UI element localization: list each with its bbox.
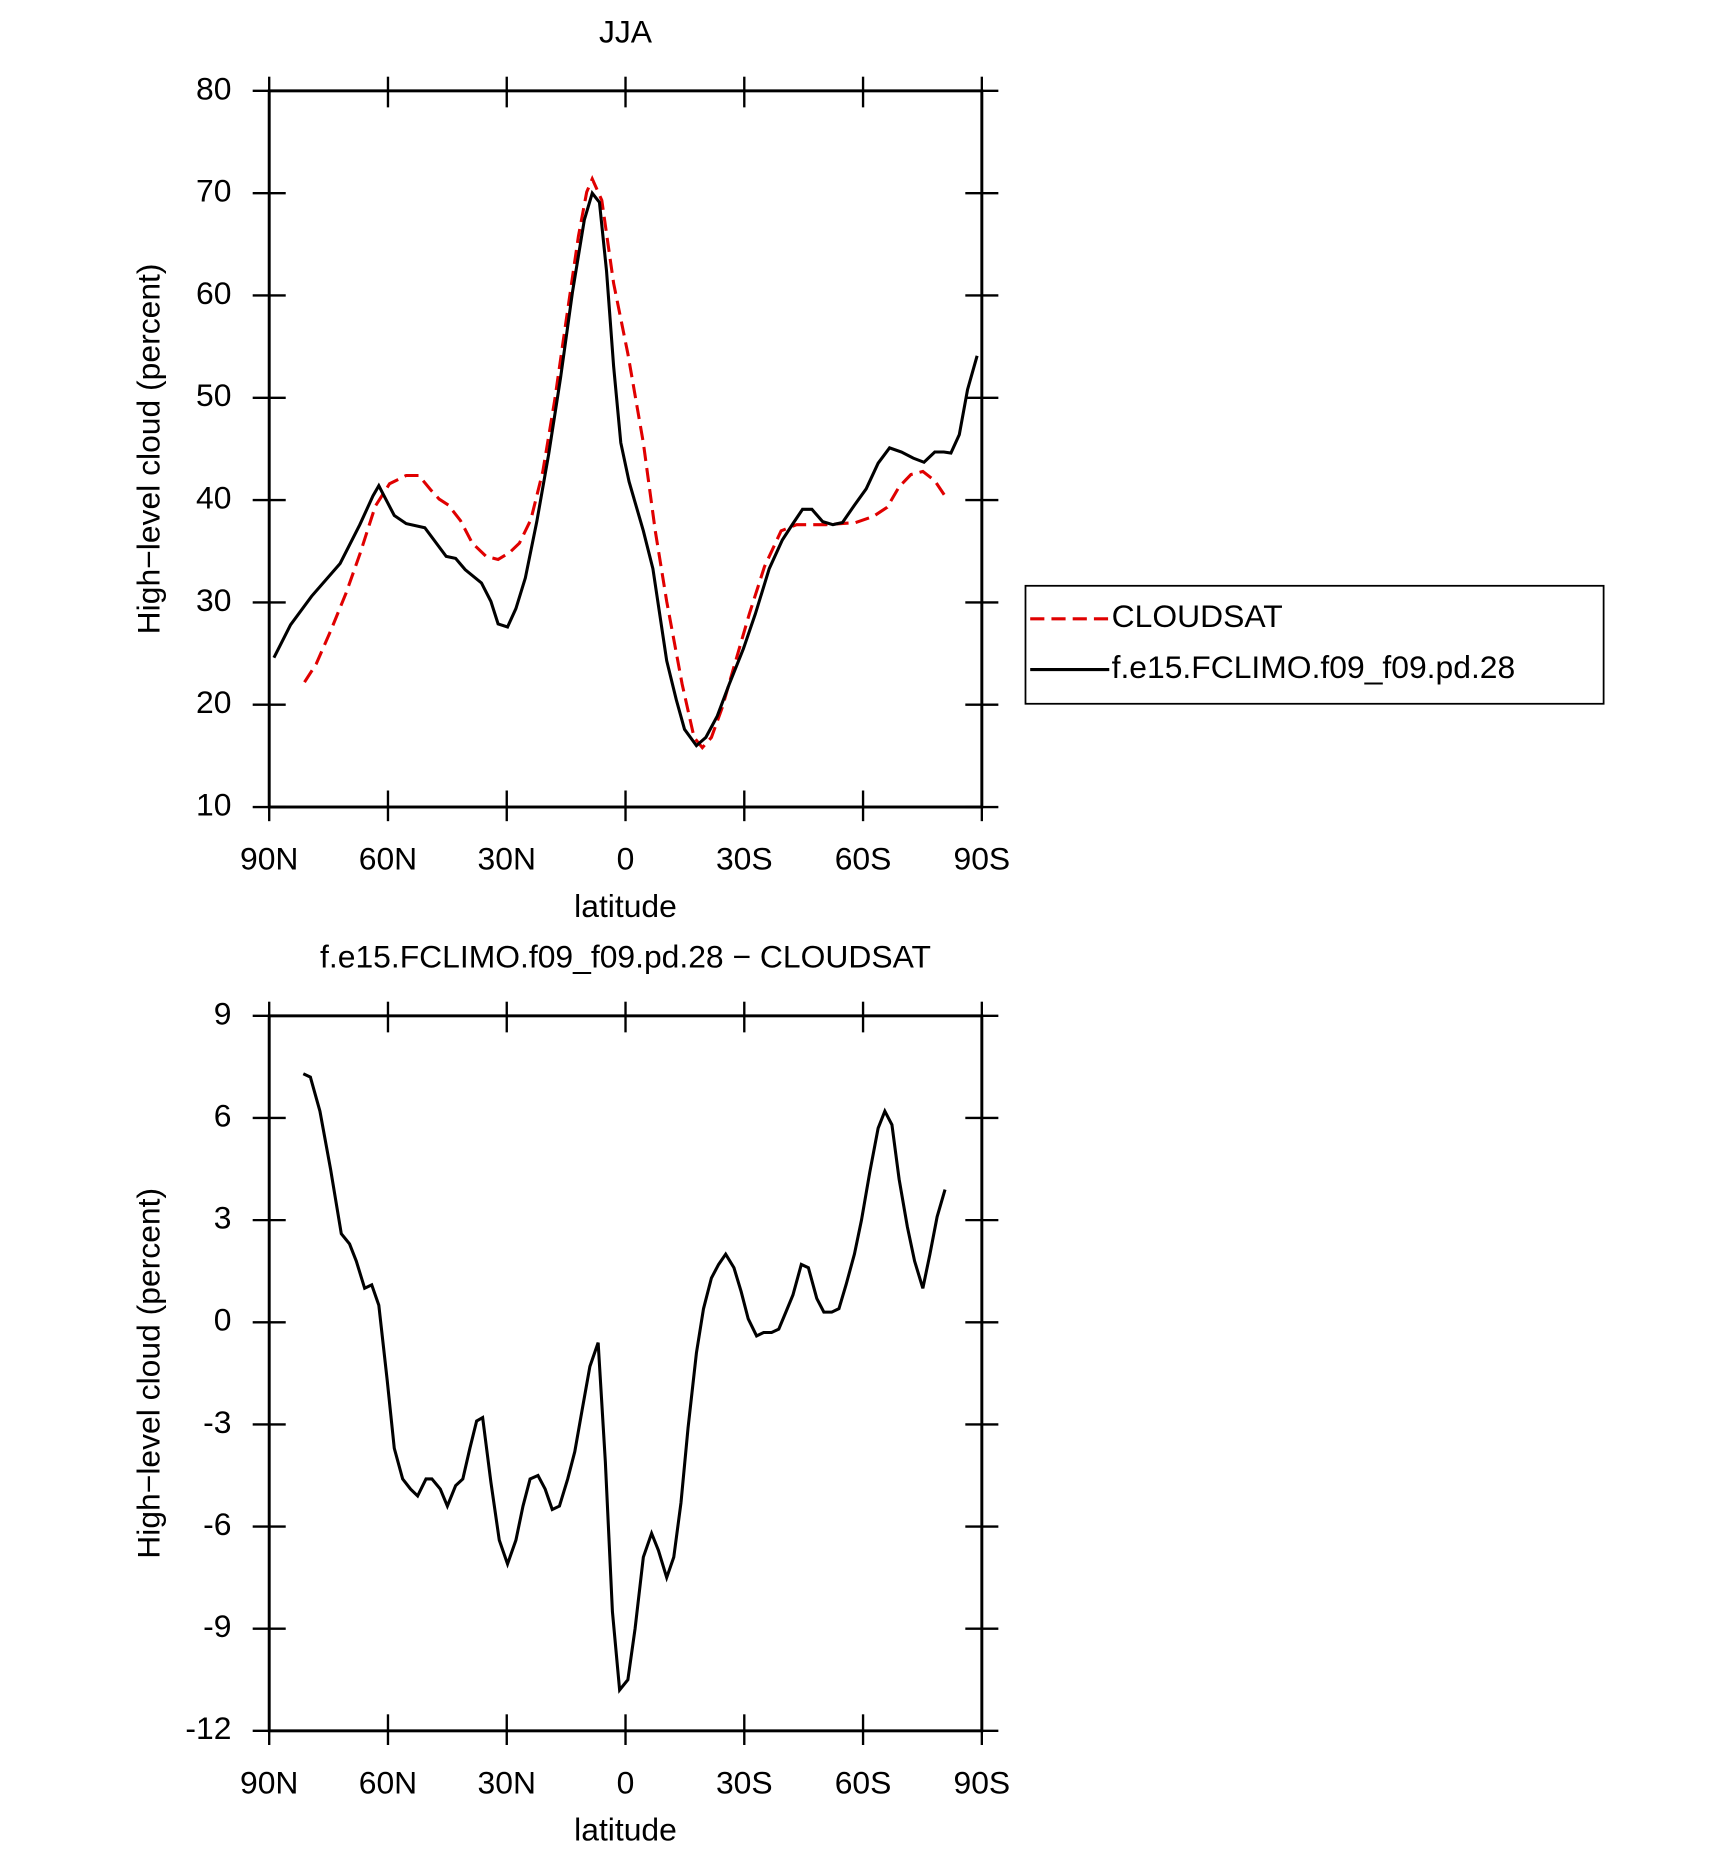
y-tick-label: 70 [196,173,231,209]
x-tick-label: 60S [835,841,892,877]
x-tick-label: 30S [716,1765,773,1801]
x-tick-label: 60S [835,1765,892,1801]
x-tick-label: 30S [716,841,773,877]
x-tick-label: 0 [617,841,635,877]
y-tick-label: -3 [203,1404,231,1440]
data-line [272,189,979,748]
x-tick-label: 60N [359,841,417,877]
data-line [302,1072,947,1694]
y-tick-label: 9 [214,995,232,1031]
y-tick-label: 60 [196,275,231,311]
y-tick-label: 6 [214,1097,232,1133]
x-tick-label: 0 [617,1765,635,1801]
y-tick-label: 40 [196,479,231,515]
x-axis-label: latitude [574,1812,677,1848]
x-tick-label: 60N [359,1765,417,1801]
x-tick-label: 90S [953,1765,1010,1801]
y-tick-label: 20 [196,684,231,720]
x-tick-label: 90N [240,1765,298,1801]
y-tick-label: -6 [203,1506,231,1542]
x-tick-label: 30N [478,1765,536,1801]
plot-frame [267,1014,984,1733]
y-tick-label: -9 [203,1608,231,1644]
y-tick-label: 3 [214,1200,232,1236]
legend-label: CLOUDSAT [1112,598,1283,634]
data-line [303,174,947,751]
chart-title: f.e15.FCLIMO.f09_f09.pd.28 − CLOUDSAT [320,939,931,975]
y-tick-label: 30 [196,582,231,618]
y-tick-label: 10 [196,786,231,822]
plot-frame [267,89,984,809]
x-tick-label: 30N [478,841,536,877]
x-tick-label: 90S [953,841,1010,877]
x-axis-label: latitude [574,888,677,924]
y-tick-label: 50 [196,377,231,413]
y-tick-label: -12 [185,1710,231,1746]
x-tick-label: 90N [240,841,298,877]
y-axis-label: High−level cloud (percent) [131,264,167,635]
y-tick-label: 0 [214,1302,232,1338]
legend-box [1024,584,1605,705]
legend-label: f.e15.FCLIMO.f09_f09.pd.28 [1112,649,1516,685]
y-tick-label: 80 [196,70,231,106]
y-axis-label: High−level cloud (percent) [131,1188,167,1559]
chart-title: JJA [599,14,653,50]
